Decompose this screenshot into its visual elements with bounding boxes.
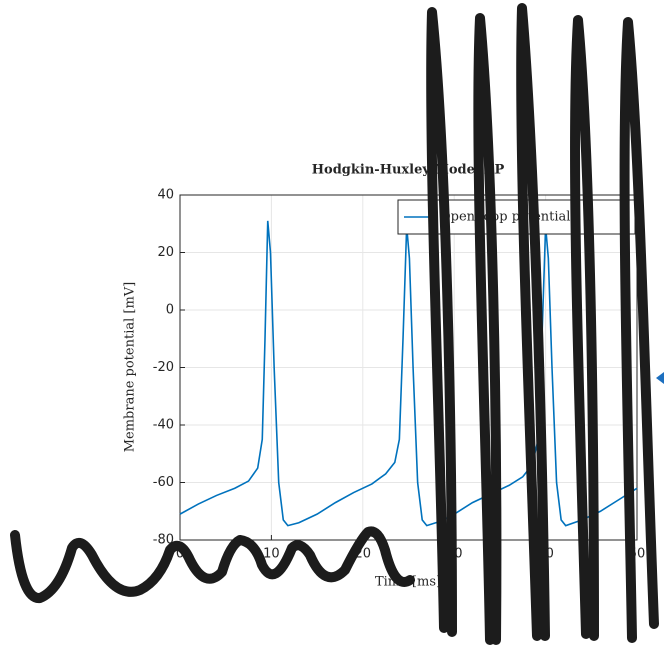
x-tick-label: 10 — [263, 547, 280, 562]
scribble — [10, 526, 415, 603]
scribble — [570, 15, 599, 641]
data-line — [179, 220, 638, 527]
y-tick-label: -20 — [153, 360, 174, 375]
y-tick-label: -40 — [153, 418, 174, 433]
axes-frame — [179, 194, 638, 541]
y-axis-label: Membrane potential [mV] — [123, 282, 138, 453]
scribble — [619, 17, 659, 643]
y-tick-label: -60 — [153, 475, 174, 490]
scribble — [426, 7, 457, 637]
x-tick-label: 0 — [176, 547, 184, 562]
y-tick-label: 20 — [157, 245, 174, 260]
arrow-fragment — [656, 372, 664, 384]
scribbles — [10, 3, 659, 645]
chart-title: Hodgkin-Huxley Model AP — [312, 163, 505, 178]
y-tick-label: 0 — [166, 303, 174, 318]
legend-label: Open-loop potential — [440, 210, 570, 225]
scribble — [516, 3, 550, 641]
y-tick-label: -80 — [153, 533, 174, 548]
y-tick-label: 40 — [157, 188, 174, 203]
scribble — [473, 13, 502, 645]
